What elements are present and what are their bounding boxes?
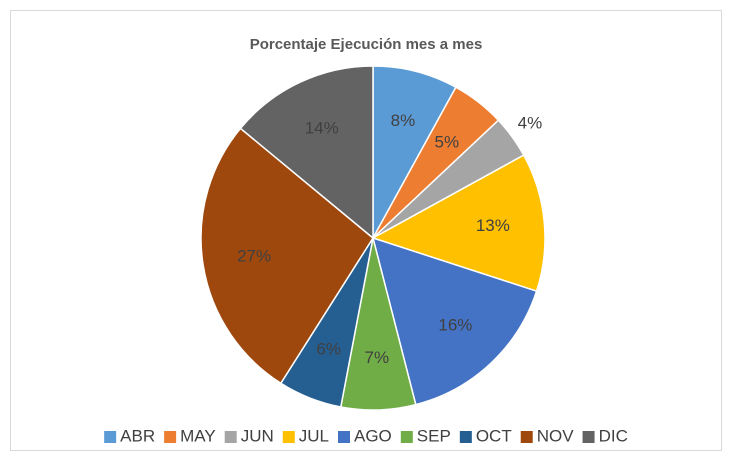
- pie-slice: [371, 236, 538, 406]
- chart-title: Porcentaje Ejecución mes a mes: [250, 36, 483, 53]
- legend-label: MAY: [180, 426, 216, 445]
- data-label: 7%: [364, 348, 389, 367]
- legend-swatch: [459, 431, 472, 443]
- legend-label: JUL: [299, 426, 329, 445]
- data-label: 13%: [476, 216, 510, 235]
- legend-label: OCT: [476, 426, 512, 445]
- pie-slice: [371, 154, 546, 293]
- data-label: 27%: [237, 246, 271, 265]
- legend-label: DIC: [599, 426, 628, 445]
- data-label: 4%: [518, 113, 543, 132]
- legend-label: NOV: [537, 426, 575, 445]
- legend-swatch: [282, 431, 295, 443]
- legend-label: AGO: [354, 426, 392, 445]
- legend-swatch: [520, 431, 533, 443]
- legend-swatch: [338, 431, 350, 443]
- data-label: 16%: [438, 315, 472, 334]
- legend-label: SEP: [417, 426, 451, 445]
- legend-swatch: [104, 431, 117, 443]
- pie-slice: [200, 127, 374, 385]
- pie-slice: [239, 65, 374, 240]
- data-label: 14%: [305, 119, 339, 138]
- data-label: 6%: [316, 339, 341, 358]
- data-label: 8%: [391, 111, 416, 130]
- data-label: 5%: [435, 132, 460, 151]
- legend-swatch: [164, 431, 177, 443]
- legend-swatch: [224, 431, 237, 443]
- legend-swatch: [582, 431, 595, 443]
- legend-label: ABR: [120, 426, 155, 445]
- legend-swatch: [400, 431, 413, 443]
- legend-label: JUN: [241, 426, 274, 445]
